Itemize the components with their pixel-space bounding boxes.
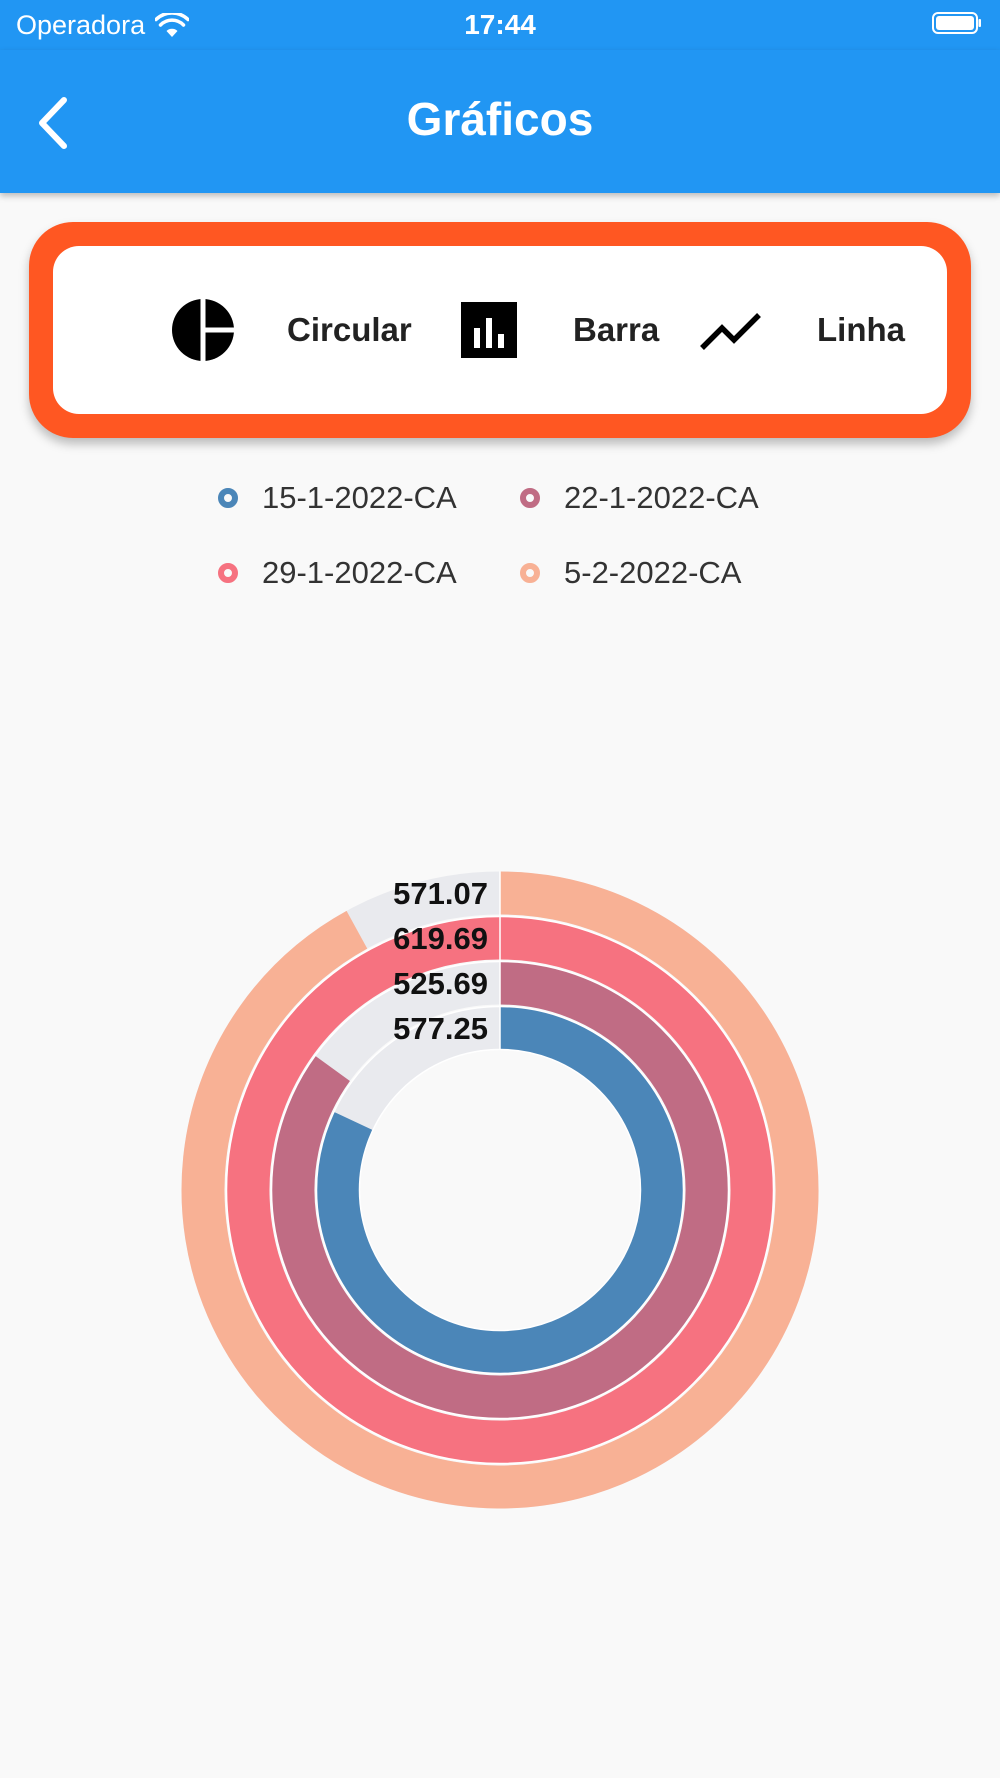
status-bar: Operadora 17:44 <box>0 0 1000 50</box>
carrier-name: Operadora <box>16 10 146 40</box>
legend-label: 29-1-2022-CA <box>262 555 457 590</box>
chart-type-options: Circular Barra Linha <box>53 246 947 414</box>
legend-item[interactable]: 5-2-2022-CA <box>520 555 741 591</box>
pie-chart-icon <box>172 298 235 362</box>
chart-type-bar-label: Barra <box>573 311 660 348</box>
chart-type-selector: Circular Barra Linha <box>29 222 971 438</box>
legend-ring-icon <box>218 488 238 508</box>
ring-bar-3[interactable] <box>226 916 774 1464</box>
legend-label: 5-2-2022-CA <box>564 555 742 590</box>
chart-type-bar-button[interactable]: Barra <box>457 246 659 414</box>
ring-bar-1[interactable] <box>316 1006 684 1374</box>
legend-item[interactable]: 15-1-2022-CA <box>218 480 457 516</box>
carrier-info: Operadora <box>16 10 190 41</box>
back-arrow-icon[interactable] <box>30 88 80 158</box>
battery-icon <box>932 12 981 34</box>
legend-item[interactable]: 29-1-2022-CA <box>218 555 457 591</box>
ring-value-label: 571.07 <box>393 876 488 911</box>
ring-bar-4[interactable] <box>181 871 819 1509</box>
bar-chart-icon <box>461 302 517 358</box>
legend-ring-icon <box>520 488 540 508</box>
legend-ring-icon <box>218 563 238 583</box>
legend-label: 15-1-2022-CA <box>262 480 457 515</box>
line-chart-icon <box>700 313 761 350</box>
app-bar: Gráficos <box>0 50 1000 193</box>
ring-value-label: 619.69 <box>393 921 488 956</box>
status-time: 17:44 <box>464 9 536 40</box>
wifi-icon <box>155 12 190 37</box>
ring-value-label: 525.69 <box>393 966 488 1001</box>
legend-ring-icon <box>520 563 540 583</box>
chart-type-circular-label: Circular <box>287 311 412 348</box>
ring-separator <box>358 1048 642 1332</box>
ring-bar-2[interactable] <box>271 961 729 1419</box>
legend-item[interactable]: 22-1-2022-CA <box>520 480 759 516</box>
legend-label: 22-1-2022-CA <box>564 480 759 515</box>
page-title: Gráficos <box>406 93 594 145</box>
chart-type-line-button[interactable]: Linha <box>699 246 905 414</box>
chart-type-circular-button[interactable]: Circular <box>171 246 412 414</box>
chart-type-line-label: Linha <box>817 311 905 348</box>
ring-value-label: 577.25 <box>393 1011 488 1046</box>
